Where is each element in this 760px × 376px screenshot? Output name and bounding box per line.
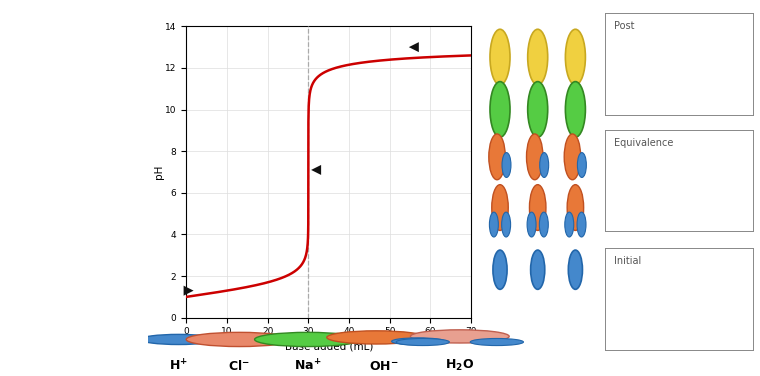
Text: $\mathregular{H^{+}}$: $\mathregular{H^{+}}$: [169, 358, 188, 373]
Circle shape: [490, 29, 510, 85]
Circle shape: [490, 82, 510, 137]
Circle shape: [327, 331, 426, 344]
Circle shape: [492, 185, 508, 230]
Text: $\mathregular{Cl^{-}}$: $\mathregular{Cl^{-}}$: [229, 359, 250, 373]
Text: $\mathregular{Na^{+}}$: $\mathregular{Na^{+}}$: [294, 358, 321, 373]
Circle shape: [489, 212, 499, 237]
Circle shape: [540, 212, 548, 237]
Text: Initial: Initial: [614, 256, 641, 266]
Circle shape: [493, 250, 507, 290]
Circle shape: [530, 250, 545, 290]
Circle shape: [396, 338, 449, 346]
Text: $\mathregular{H_2O}$: $\mathregular{H_2O}$: [445, 358, 474, 373]
Circle shape: [186, 332, 293, 347]
Circle shape: [527, 82, 548, 137]
Circle shape: [141, 334, 217, 344]
Circle shape: [565, 82, 585, 137]
Circle shape: [540, 153, 549, 177]
Circle shape: [489, 134, 505, 180]
X-axis label: Base added (mL): Base added (mL): [284, 342, 373, 352]
Text: $\mathregular{OH^{-}}$: $\mathregular{OH^{-}}$: [369, 361, 398, 373]
Circle shape: [410, 330, 509, 343]
Circle shape: [527, 134, 543, 180]
Circle shape: [565, 212, 574, 237]
Text: Post: Post: [614, 21, 635, 31]
Circle shape: [502, 212, 511, 237]
Circle shape: [530, 185, 546, 230]
Y-axis label: pH: pH: [154, 165, 163, 179]
Circle shape: [527, 212, 536, 237]
Circle shape: [470, 338, 524, 346]
Circle shape: [577, 212, 586, 237]
Circle shape: [564, 134, 581, 180]
Circle shape: [502, 153, 511, 177]
Circle shape: [527, 29, 548, 85]
Circle shape: [567, 185, 584, 230]
Text: Equivalence: Equivalence: [614, 138, 673, 148]
Circle shape: [391, 338, 445, 345]
Circle shape: [578, 153, 587, 177]
Circle shape: [568, 250, 582, 290]
Circle shape: [255, 332, 361, 347]
Circle shape: [565, 29, 585, 85]
